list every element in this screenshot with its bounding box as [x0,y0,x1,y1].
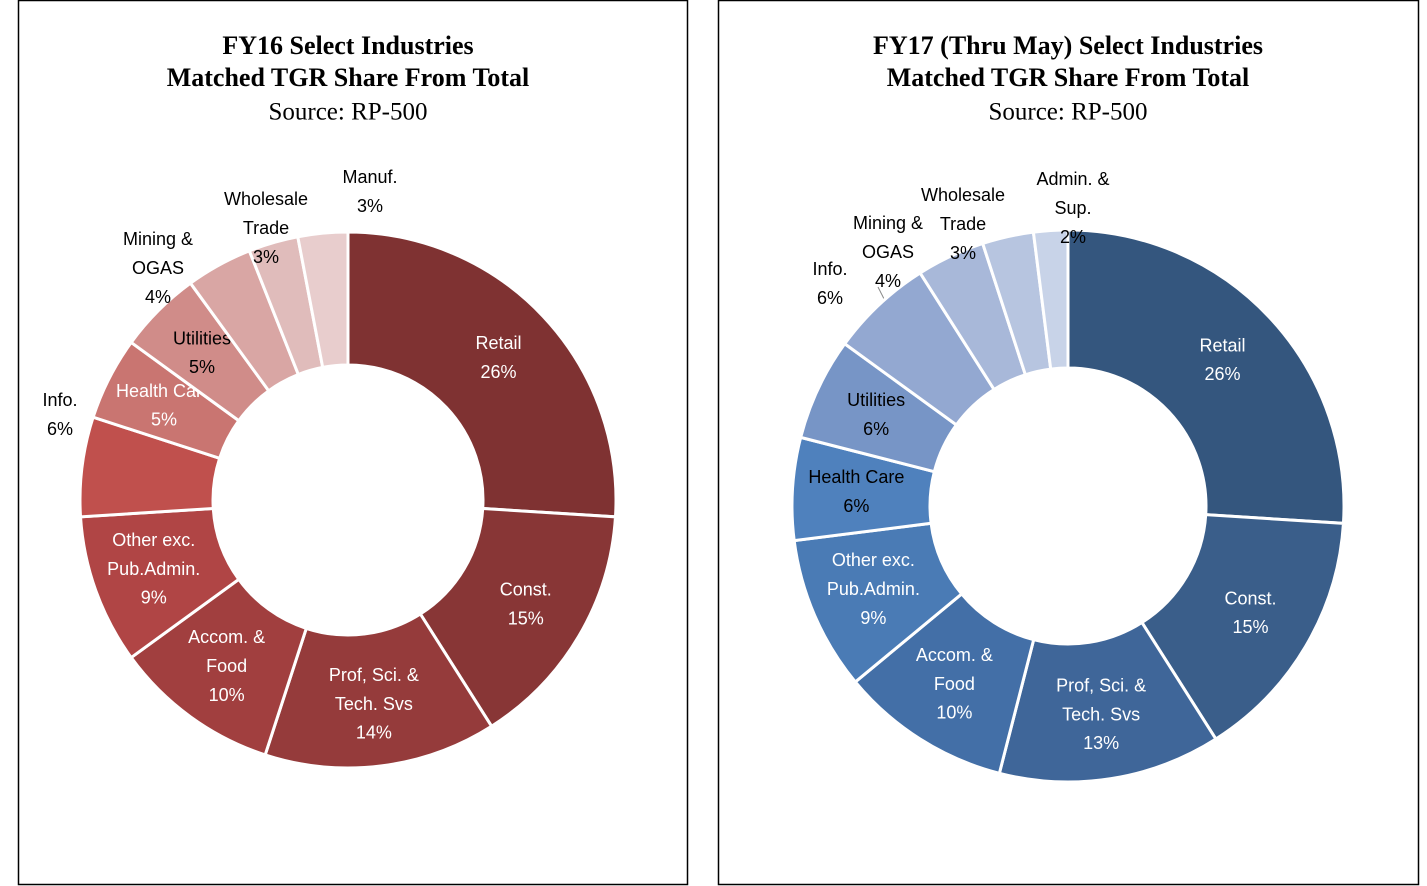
slice-label: Mining & OGAS [853,213,923,262]
chart-subtitle: Source: RP-500 [268,99,427,126]
donut-slice [1066,228,1346,525]
slice-value-label: 9% [141,588,167,608]
chart-subtitle: Source: RP-500 [988,99,1147,126]
slice-label: Prof, Sci. & Tech. Svs [1056,675,1146,724]
slice-value-label: 6% [843,496,869,516]
slice-value-label: 26% [1205,364,1241,384]
slice-label: Accom. & Food [916,645,993,694]
slice-value-label: 3% [357,196,383,216]
slice-value-label: 10% [936,703,972,723]
slice-value-label: 6% [863,419,889,439]
slice-label: Admin. & Sup. [1036,169,1109,218]
donut-slice [263,611,494,770]
panel-frame [717,0,1420,886]
slice-label: Utilities [847,390,905,410]
slice-value-label: 14% [356,723,392,743]
panel-frame [17,0,689,886]
slice-value-label: 6% [47,419,73,439]
slice-label: Const. [1224,588,1276,608]
slice-value-label: 5% [189,357,215,377]
slice-label: Health Care [808,467,904,487]
slice-label: Mining & OGAS [123,229,193,278]
slice-value-label: 3% [950,243,976,263]
slice-label: Info. [42,390,77,410]
slice-label: Retail [1200,335,1246,355]
slice-value-label: 6% [817,288,843,308]
slice-label: Info. [812,259,847,279]
slice-label: Wholesale Trade [224,189,308,238]
slice-value-label: 13% [1083,733,1119,753]
slice-label: Wholesale Trade [921,185,1005,234]
slice-label: Prof, Sci. & Tech. Svs [329,665,419,714]
slice-value-label: 15% [508,608,544,628]
slice-value-label: 4% [875,271,901,291]
slice-label: Utilities [173,328,231,348]
slice-value-label: 26% [481,362,517,382]
chart-title: Matched TGR Share From Total [887,63,1250,92]
slice-value-label: 9% [860,608,886,628]
slice-value-label: 2% [1060,227,1086,247]
donut-slice [1139,513,1346,742]
slice-value-label: 3% [253,247,279,267]
slice-label: Accom. & Food [188,627,265,676]
chart-title: FY16 Select Industries [222,31,473,60]
slice-value-label: 5% [151,410,177,430]
slice-value-label: 15% [1232,617,1268,637]
donut-slice [1031,228,1070,371]
donut-slice [418,506,618,729]
chart-title: Matched TGR Share From Total [167,63,530,92]
slice-label: Manuf. [342,167,397,187]
donut-slice [296,230,350,370]
slice-label: Other exc. Pub.Admin. [107,530,200,579]
slice-value-label: 4% [145,287,171,307]
donut-slice [346,230,618,519]
slice-label: Other exc. Pub.Admin. [827,550,920,599]
donut-slice [997,620,1218,784]
slice-label: Retail [476,333,522,353]
slice-value-label: 10% [209,685,245,705]
chart-title: FY17 (Thru May) Select Industries [873,31,1263,60]
slice-label: Const. [500,579,552,599]
